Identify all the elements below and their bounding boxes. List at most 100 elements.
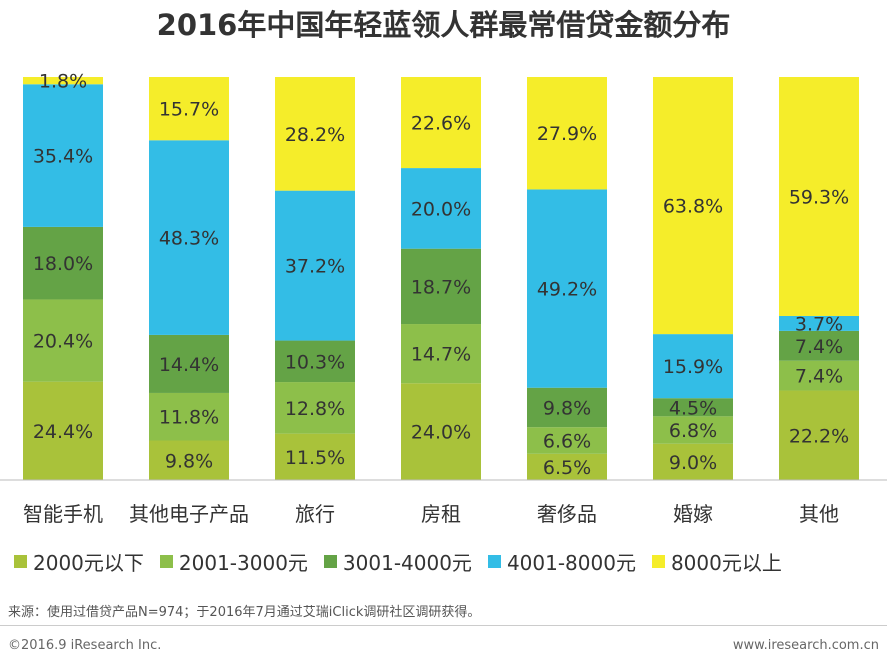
bar-segment bbox=[23, 381, 103, 480]
segment-value-label: 24.0% bbox=[411, 422, 471, 444]
segment-value-label: 11.5% bbox=[285, 447, 345, 469]
bar-segment bbox=[779, 330, 859, 361]
segment-value-label: 37.2% bbox=[285, 256, 345, 278]
segment-value-label: 18.0% bbox=[33, 253, 93, 275]
legend-item: 8000元以上 bbox=[651, 547, 782, 576]
segment-value-label: 20.0% bbox=[411, 198, 471, 220]
bar-segment bbox=[149, 77, 229, 141]
copyright-text: ©2016.9 iResearch Inc. bbox=[8, 638, 162, 653]
bar-segment bbox=[23, 299, 103, 382]
segment-value-label: 15.9% bbox=[663, 356, 723, 378]
bar-segment bbox=[401, 77, 481, 169]
segment-value-label: 35.4% bbox=[33, 146, 93, 168]
legend-item: 3001-4000元 bbox=[323, 547, 472, 576]
category-label: 旅行 bbox=[295, 502, 335, 526]
legend-swatch bbox=[487, 554, 501, 568]
segment-value-label: 18.7% bbox=[411, 276, 471, 298]
segment-value-label: 20.4% bbox=[33, 331, 93, 353]
legend-label: 4001-8000元 bbox=[506, 550, 636, 575]
bar-segment bbox=[527, 189, 607, 388]
bar-segment bbox=[401, 324, 481, 384]
bar-segment bbox=[779, 360, 859, 391]
bar-segment bbox=[653, 416, 733, 444]
bar-segment bbox=[527, 427, 607, 454]
legend-label: 2000元以下 bbox=[33, 550, 144, 575]
legend-swatch bbox=[14, 554, 27, 568]
bar-segment bbox=[23, 226, 103, 300]
segment-value-label: 24.4% bbox=[33, 421, 93, 443]
segment-value-label: 27.9% bbox=[537, 123, 597, 145]
bar-segment bbox=[275, 190, 355, 341]
segment-value-label: 6.6% bbox=[543, 431, 591, 453]
bar-segment bbox=[23, 84, 103, 227]
bar-segment bbox=[401, 168, 481, 249]
segment-value-label: 59.3% bbox=[789, 186, 849, 208]
legend-label: 8000元以上 bbox=[670, 550, 782, 575]
segment-value-label: 11.8% bbox=[159, 407, 219, 429]
category-label: 房租 bbox=[421, 502, 461, 526]
bar-segment bbox=[149, 392, 229, 441]
legend-item: 2001-3000元 bbox=[159, 547, 308, 576]
bar-segment bbox=[527, 77, 607, 190]
segment-value-label: 15.7% bbox=[159, 99, 219, 121]
bar-segment bbox=[527, 453, 607, 480]
bar-segment bbox=[401, 248, 481, 325]
category-labels-group: 智能手机 其他电子产品 旅行 房租 奢侈品 婚嫁 其他 bbox=[23, 502, 839, 526]
segment-value-label: 48.3% bbox=[159, 228, 219, 250]
legend: 2000元以下 2001-3000元 3001-4000元 4001-8000元 800… bbox=[14, 545, 884, 577]
segment-value-label: 9.8% bbox=[165, 450, 213, 472]
bar-segment bbox=[275, 382, 355, 434]
segment-value-label: 63.8% bbox=[663, 196, 723, 218]
legend-swatch bbox=[159, 554, 173, 568]
segment-value-label: 6.8% bbox=[669, 420, 717, 442]
chart-title: 2016年中国年轻蓝领人群最常借贷金额分布 bbox=[156, 8, 731, 42]
bar-segment bbox=[653, 443, 733, 480]
category-label: 奢侈品 bbox=[537, 502, 597, 526]
bar-segment bbox=[23, 77, 103, 85]
bars-group bbox=[23, 77, 859, 480]
legend-label: 3001-4000元 bbox=[342, 550, 472, 575]
website-text: www.iresearch.com.cn bbox=[732, 638, 879, 653]
segment-value-label: 49.2% bbox=[537, 279, 597, 301]
bar-segment bbox=[653, 77, 733, 335]
bar-segment bbox=[779, 390, 859, 480]
stacked-bar-chart: 24.4% 20.4% 18.0% 35.4% 1.8% 9.8% 11.8% 14.4% 48… bbox=[0, 71, 887, 526]
segment-value-label: 3.7% bbox=[795, 313, 843, 335]
bar-segment bbox=[653, 334, 733, 399]
bar-segment bbox=[779, 77, 859, 316]
bar-segment bbox=[779, 315, 859, 331]
segment-value-label: 14.7% bbox=[411, 344, 471, 366]
bar-segment bbox=[275, 340, 355, 383]
bar-segment bbox=[275, 433, 355, 480]
segment-labels-group: 24.4% 20.4% 18.0% 35.4% 1.8% 9.8% 11.8% 14.4% 48… bbox=[33, 71, 849, 479]
segment-value-label: 7.4% bbox=[795, 366, 843, 388]
legend-swatch bbox=[323, 554, 337, 568]
segment-value-label: 22.2% bbox=[789, 425, 849, 447]
segment-value-label: 6.5% bbox=[543, 457, 591, 479]
bar-segment bbox=[275, 77, 355, 191]
bar-segment bbox=[149, 440, 229, 480]
bar-segment bbox=[653, 398, 733, 417]
category-label: 婚嫁 bbox=[673, 502, 713, 526]
segment-value-label: 9.8% bbox=[543, 397, 591, 419]
segment-value-label: 7.4% bbox=[795, 336, 843, 358]
legend-item: 4001-8000元 bbox=[487, 547, 636, 576]
legend-swatch bbox=[651, 554, 665, 568]
segment-value-label: 28.2% bbox=[285, 124, 345, 146]
category-label: 其他 bbox=[799, 502, 839, 526]
legend-label: 2001-3000元 bbox=[178, 550, 308, 575]
bar-segment bbox=[149, 334, 229, 393]
bar-segment bbox=[149, 140, 229, 335]
segment-value-label: 14.4% bbox=[159, 354, 219, 376]
category-label: 其他电子产品 bbox=[129, 502, 249, 526]
segment-value-label: 4.5% bbox=[669, 397, 717, 419]
category-label: 智能手机 bbox=[23, 502, 103, 526]
segment-value-label: 9.0% bbox=[669, 452, 717, 474]
bar-segment bbox=[527, 387, 607, 428]
segment-value-label: 10.3% bbox=[285, 351, 345, 373]
segment-value-label: 12.8% bbox=[285, 398, 345, 420]
legend-item: 2000元以下 bbox=[14, 547, 144, 576]
bar-segment bbox=[401, 383, 481, 480]
footer-divider bbox=[0, 625, 887, 626]
segment-value-label: 1.8% bbox=[39, 71, 87, 93]
